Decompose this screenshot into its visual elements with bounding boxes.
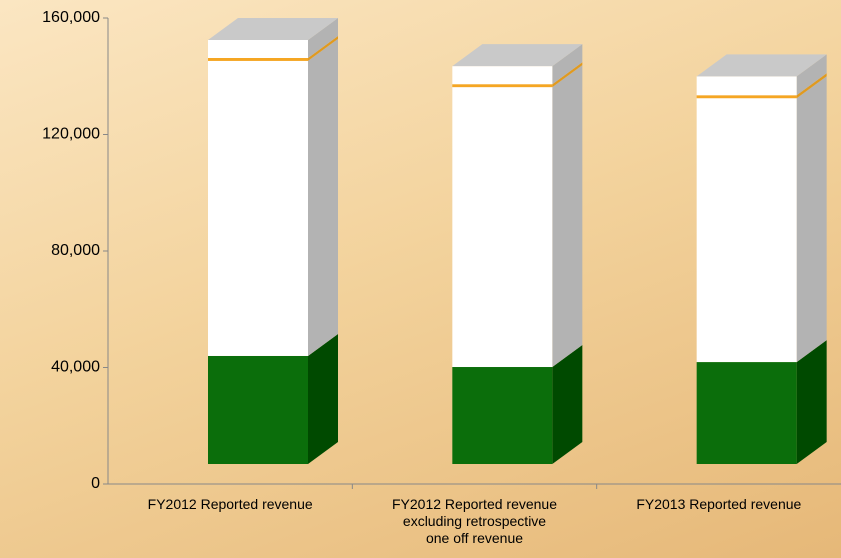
bar-side: [552, 345, 583, 464]
bar: [208, 355, 308, 464]
bar-side: [552, 62, 583, 88]
bar-top: [208, 17, 338, 40]
bar: [208, 57, 308, 61]
y-tick-label: 0: [91, 475, 100, 492]
bar-side: [552, 44, 583, 85]
bar-side: [308, 35, 338, 61]
y-tick-label: 160,000: [42, 9, 100, 26]
y-tick-label: 120,000: [42, 126, 100, 143]
bar: [452, 87, 553, 368]
bar: [696, 95, 797, 99]
bar: [452, 66, 553, 85]
bar: [696, 76, 797, 96]
x-tick-label: FY2013 Reported revenue: [636, 496, 802, 512]
bar: [452, 84, 553, 88]
bar-side: [308, 333, 338, 464]
bar: [696, 362, 797, 464]
bar-side: [796, 76, 827, 363]
bar: [208, 39, 308, 58]
bar: [696, 98, 797, 363]
bar: [452, 367, 553, 464]
bar-side: [796, 73, 827, 99]
bar-top: [452, 44, 583, 67]
x-tick-label: FY2012 Reported revenue: [147, 496, 313, 512]
bar-side: [308, 17, 338, 58]
bar: [208, 60, 308, 356]
bar-side: [796, 54, 827, 96]
bar-side: [796, 340, 827, 464]
bar-top: [696, 54, 827, 77]
bar-side: [552, 65, 583, 368]
y-tick-label: 80,000: [51, 242, 100, 259]
x-tick-label: FY2012 Reported revenue excluding retros…: [392, 496, 557, 546]
bar-side: [308, 38, 338, 356]
y-tick-label: 40,000: [51, 359, 100, 376]
